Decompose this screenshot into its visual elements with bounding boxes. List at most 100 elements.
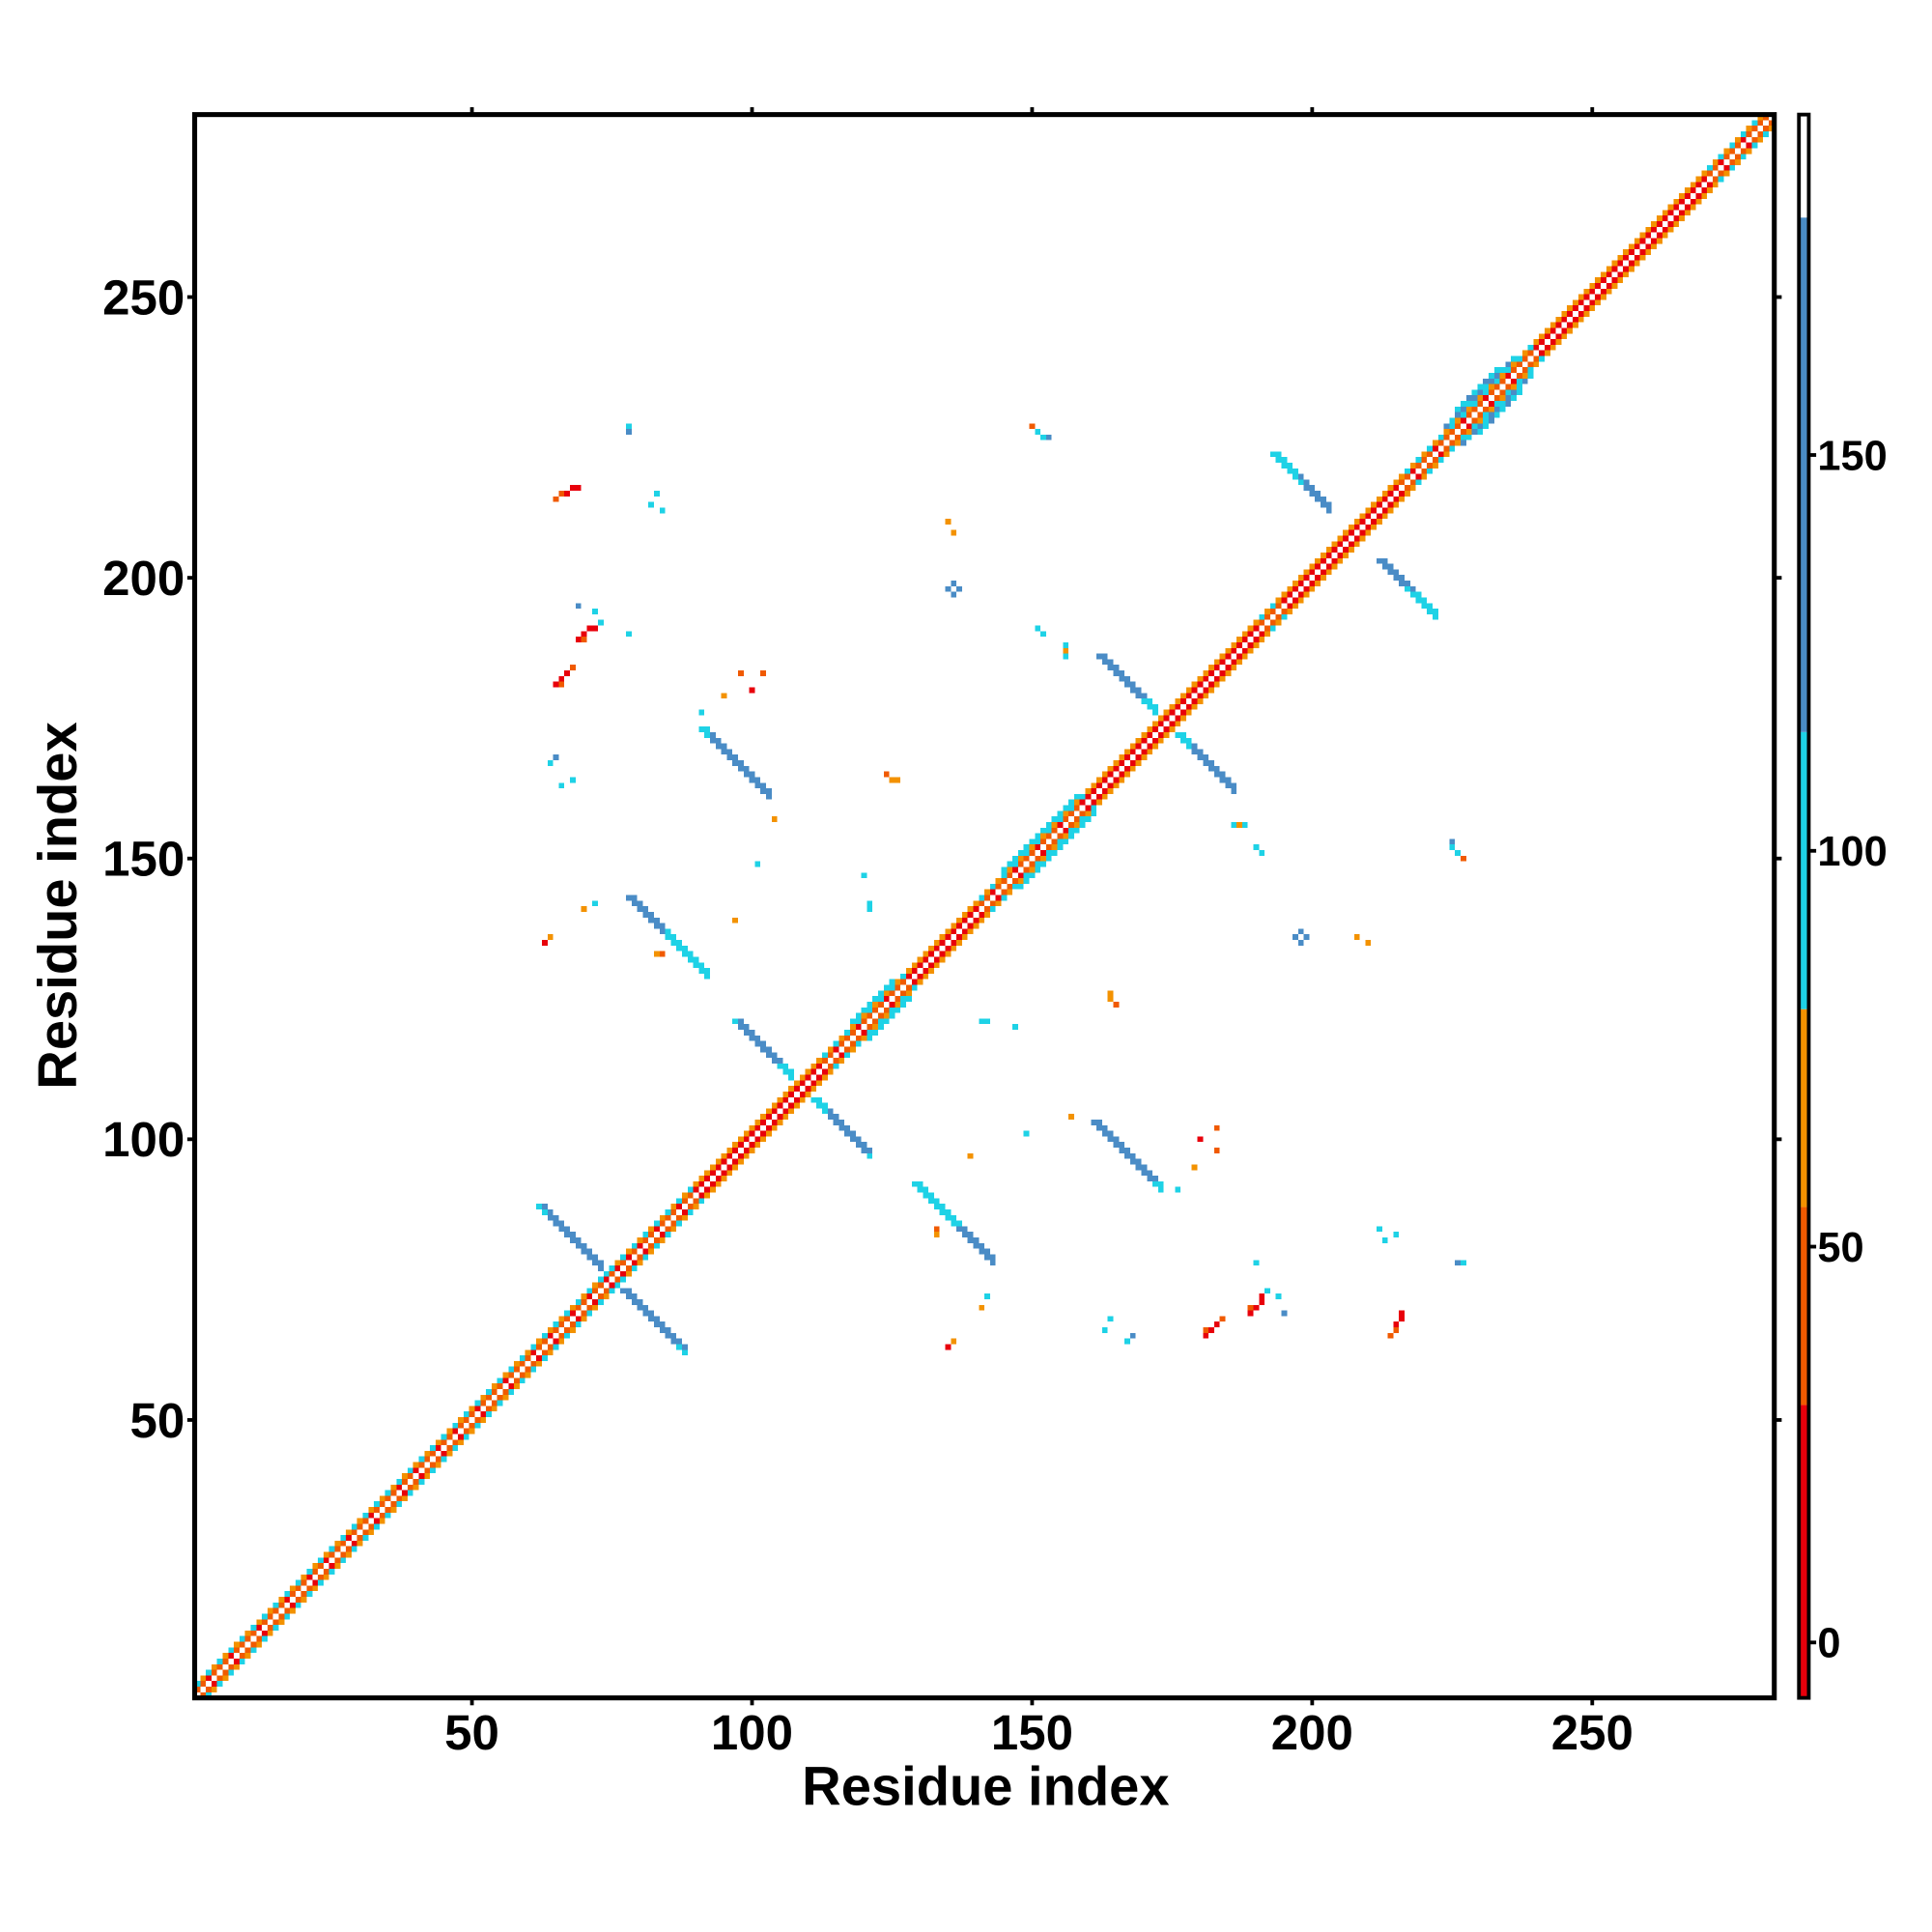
cell: [631, 1260, 638, 1266]
cell: [318, 1557, 324, 1564]
cell: [379, 1512, 385, 1519]
cell: [1611, 277, 1618, 283]
cell: [805, 1086, 811, 1092]
cell: [1191, 681, 1198, 688]
cell: [676, 1214, 683, 1221]
cell: [598, 1260, 604, 1266]
cell: [1471, 423, 1478, 430]
cell: [206, 1675, 212, 1682]
cell: [911, 968, 918, 974]
cell: [1651, 221, 1657, 227]
cell: [1275, 619, 1282, 626]
cell: [810, 1068, 817, 1075]
cell: [396, 1501, 403, 1508]
cell: [1735, 142, 1741, 149]
cell: [1152, 703, 1158, 710]
cell: [519, 1372, 526, 1378]
cell: [1628, 260, 1634, 267]
cell: [928, 945, 934, 952]
cell: [542, 1208, 548, 1215]
cell: [1667, 210, 1674, 216]
cell: [749, 1124, 755, 1131]
cell: [654, 951, 660, 957]
cell: [1690, 204, 1696, 211]
cell: [838, 1035, 845, 1041]
cell: [1185, 743, 1192, 750]
cell: [704, 1192, 711, 1199]
cell: [765, 793, 772, 800]
cell: [979, 911, 985, 918]
cell: [626, 1293, 632, 1299]
cell: [1287, 591, 1293, 598]
cell: [1405, 468, 1410, 474]
cell: [1393, 569, 1400, 576]
cell: [1343, 547, 1350, 553]
cell: [497, 1378, 503, 1384]
cell: [435, 1462, 441, 1468]
cell: [1287, 462, 1293, 469]
cell: [737, 1136, 744, 1143]
cell: [553, 1214, 559, 1221]
cell: [1073, 805, 1080, 811]
cell: [659, 1237, 666, 1243]
colorbar-segment: [1799, 1405, 1809, 1698]
cell: [1208, 665, 1214, 671]
cell: [222, 1653, 229, 1659]
cell: [1471, 389, 1478, 396]
cell: [1325, 547, 1332, 553]
cell: [390, 1490, 397, 1496]
cell: [1499, 406, 1506, 412]
cell: [737, 670, 744, 676]
cell: [861, 872, 867, 879]
cell: [1101, 653, 1108, 660]
cell: [676, 1338, 683, 1345]
cell: [1600, 271, 1606, 278]
cell: [340, 1551, 347, 1558]
cell: [1381, 563, 1388, 570]
cell: [1493, 412, 1500, 418]
cell: [1656, 238, 1662, 244]
cell: [1493, 367, 1500, 373]
cell: [1247, 1310, 1254, 1317]
cell: [771, 1108, 778, 1115]
cell: [598, 1265, 604, 1271]
cell: [1175, 731, 1181, 738]
cell: [1718, 176, 1724, 183]
cell: [765, 1052, 772, 1059]
cell: [782, 1114, 789, 1121]
cell: [659, 951, 666, 957]
cell: [1129, 743, 1136, 750]
cell: [967, 911, 974, 918]
cell: [1091, 788, 1097, 794]
cell: [637, 1242, 643, 1249]
cell: [239, 1658, 245, 1664]
cell: [1405, 485, 1410, 492]
cell: [1203, 1327, 1209, 1333]
cell: [788, 1091, 794, 1097]
cell: [1124, 1338, 1130, 1345]
cell: [900, 996, 906, 1002]
cell: [1269, 451, 1276, 458]
cell: [1253, 641, 1260, 648]
cell: [1539, 333, 1545, 340]
cell: [384, 1490, 391, 1496]
cell: [1695, 176, 1702, 183]
cell: [1634, 243, 1640, 250]
cell: [855, 1142, 862, 1149]
cell: [1595, 294, 1601, 300]
cell: [1499, 389, 1506, 396]
cell: [1213, 675, 1220, 682]
cell: [1651, 238, 1657, 244]
cell: [1124, 749, 1130, 755]
cell: [721, 1152, 727, 1159]
cell: [760, 1136, 766, 1143]
cell: [1477, 429, 1484, 435]
cell: [1045, 844, 1052, 851]
cell: [1595, 277, 1601, 283]
cell: [1107, 665, 1114, 671]
cell: [654, 917, 660, 923]
cell: [290, 1585, 296, 1592]
cell: [547, 1332, 554, 1339]
cell: [1045, 821, 1052, 828]
cell: [1129, 749, 1136, 755]
